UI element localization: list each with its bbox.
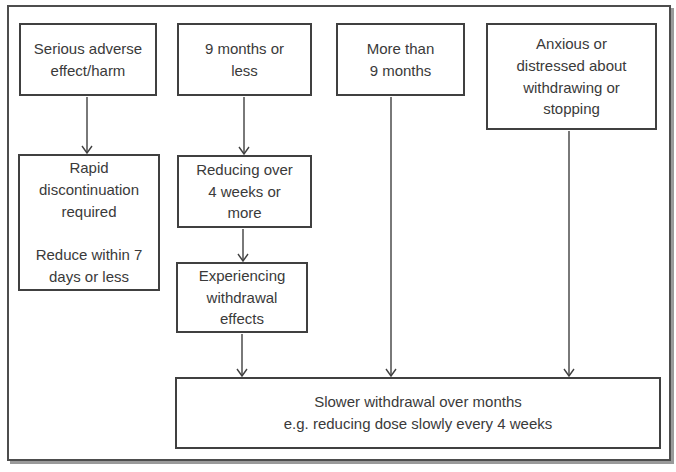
flow-box-reducing-over-4-weeks: Reducing over 4 weeks or more [177,155,312,228]
arrow-morethan9-to-slower [386,97,396,376]
flow-box-rapid-discontinuation: Rapid discontinuation required Reduce wi… [18,154,160,291]
arrow-reducing-to-experiencing [238,229,248,261]
flow-box-more-than-nine-months: More than 9 months [336,23,465,96]
flowchart-page: Serious adverse effect/harm 9 months or … [0,0,676,472]
flow-box-anxious-distressed: Anxious or distressed about withdrawing … [486,23,657,130]
arrow-anxious-to-slower [564,131,574,376]
arrow-experiencing-to-slower [237,334,247,376]
flow-box-slower-withdrawal: Slower withdrawal over months e.g. reduc… [175,377,661,449]
flow-box-experiencing-withdrawal: Experiencing withdrawal effects [176,262,308,333]
flow-box-nine-months-or-less: 9 months or less [177,23,312,96]
arrow-serious-to-rapid [82,97,92,153]
flow-box-serious-adverse-effect: Serious adverse effect/harm [19,23,157,96]
arrow-ninemonths-to-reducing [239,97,249,154]
